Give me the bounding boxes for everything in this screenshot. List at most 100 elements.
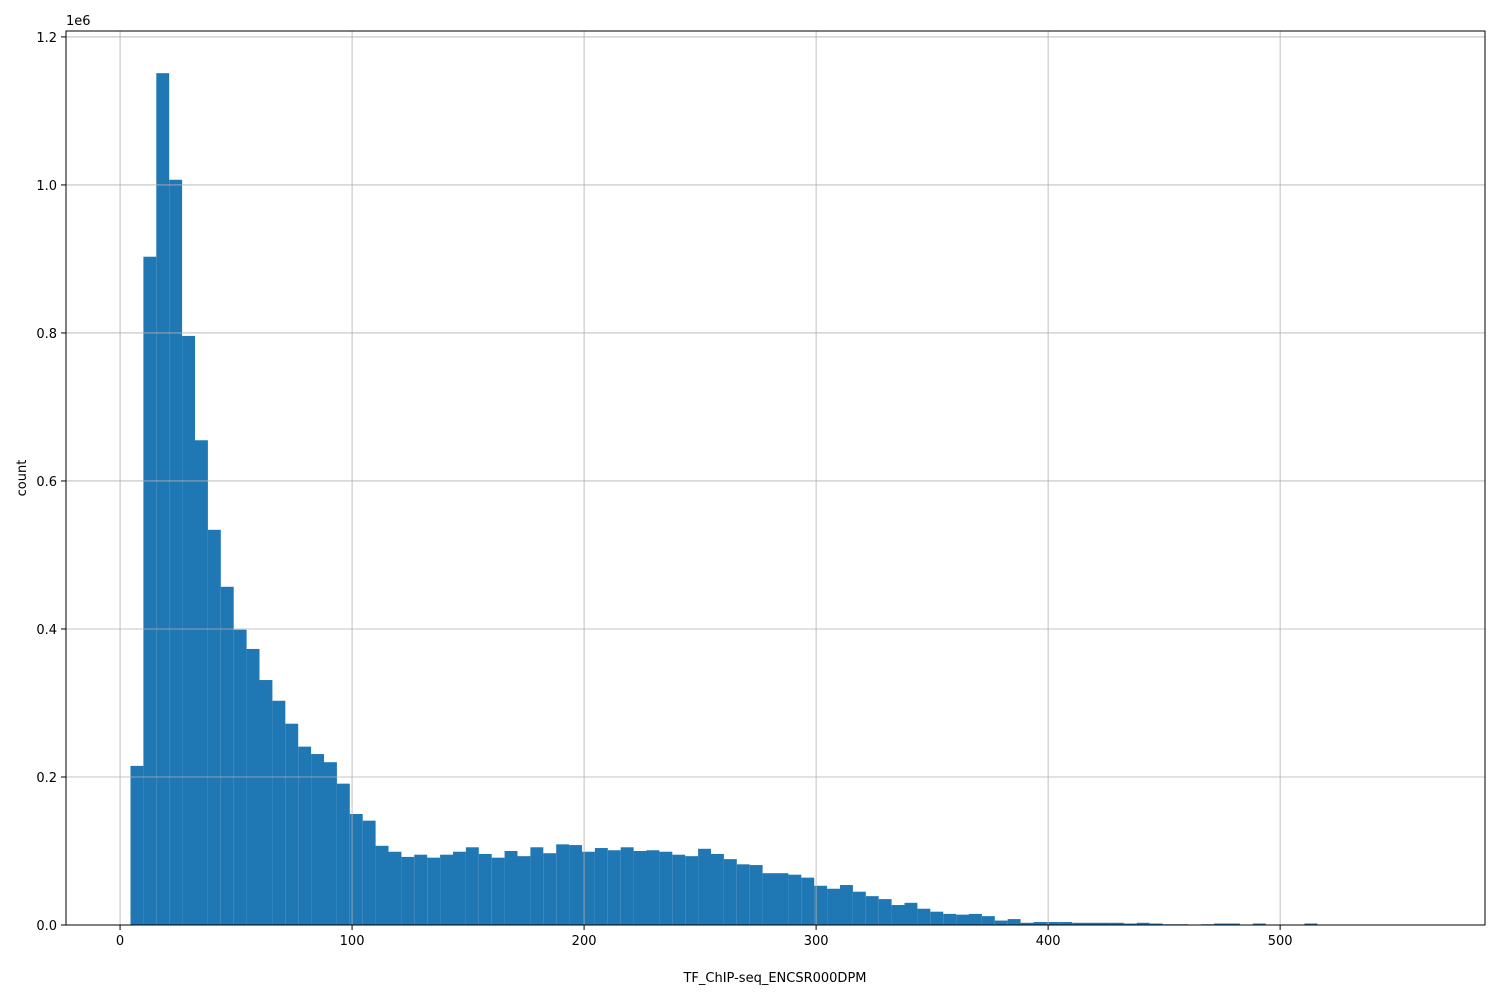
bar [414, 854, 428, 925]
x-tick-label: 0 [116, 934, 124, 949]
bar [156, 73, 170, 925]
bar [917, 908, 931, 925]
x-tick-label: 300 [804, 934, 829, 949]
bar [969, 913, 982, 925]
bar [659, 851, 673, 925]
bar [1020, 922, 1034, 925]
bar [840, 885, 853, 925]
bar [852, 891, 866, 925]
bar [1136, 922, 1150, 925]
bar [994, 920, 1008, 925]
bar [324, 762, 337, 925]
bar [130, 765, 144, 925]
bar [801, 877, 815, 925]
bar [736, 864, 750, 925]
bar [569, 845, 582, 925]
bar [827, 888, 840, 925]
bar [207, 529, 221, 925]
bar [891, 905, 905, 925]
bar [672, 854, 686, 925]
bar [685, 856, 699, 925]
bar [1098, 922, 1111, 925]
bar [762, 873, 776, 925]
bar [453, 851, 466, 925]
y-offset-label: 1e6 [66, 14, 91, 29]
bar [620, 847, 634, 925]
bar [1059, 922, 1073, 925]
x-axis-label: TF_ChIP-seq_ENCSR000DPM [682, 971, 866, 986]
bar [633, 850, 647, 925]
x-tick-label: 400 [1036, 934, 1061, 949]
bar [1304, 923, 1318, 925]
bar [491, 857, 505, 925]
bar [530, 847, 544, 925]
bar [349, 813, 363, 925]
bar [1007, 919, 1021, 925]
bar [427, 857, 441, 925]
bar [478, 853, 492, 925]
bar [375, 845, 389, 925]
bar [865, 896, 879, 925]
bar [1110, 922, 1124, 925]
bar [401, 856, 415, 925]
bar [143, 256, 157, 925]
y-tick-label: 0.4 [36, 623, 57, 638]
bar [981, 916, 995, 925]
bar [336, 783, 350, 925]
bar [285, 723, 299, 925]
y-tick-label: 0.6 [36, 475, 57, 490]
bar [1149, 923, 1163, 925]
bar [1085, 922, 1098, 925]
bar [878, 899, 892, 925]
bar [582, 851, 595, 925]
y-tick-label: 1.2 [36, 31, 57, 46]
bar [1046, 922, 1060, 925]
bar [1123, 923, 1137, 925]
bar [504, 850, 518, 925]
bar [220, 586, 234, 925]
bar [543, 853, 557, 925]
bar [311, 754, 324, 925]
x-tick-label: 500 [1268, 934, 1293, 949]
bar [195, 440, 208, 925]
y-tick-label: 0.8 [36, 327, 57, 342]
y-tick-label: 0.2 [36, 771, 57, 786]
bar [1252, 923, 1266, 925]
bar [246, 648, 260, 925]
bar [723, 859, 737, 925]
bar [465, 847, 479, 925]
bar [169, 179, 183, 926]
bar [607, 850, 621, 925]
bar [1227, 923, 1240, 925]
bar [556, 844, 570, 925]
plot-frame [65, 30, 1486, 926]
bar [956, 914, 969, 925]
bar [1072, 922, 1086, 925]
bar [814, 885, 828, 925]
y-tick-label: 0.0 [36, 919, 57, 934]
bar [646, 850, 660, 925]
y-axis-label: count [15, 460, 30, 497]
bar [698, 848, 711, 925]
bar [1033, 922, 1047, 925]
bar [904, 902, 918, 925]
bar [182, 335, 195, 925]
x-tick-label: 200 [572, 934, 597, 949]
bar [775, 873, 789, 925]
bar [272, 700, 286, 925]
bar [362, 820, 376, 925]
bar [1214, 923, 1227, 925]
bar [788, 874, 802, 925]
bar [594, 848, 608, 925]
y-tick-label: 1.0 [36, 179, 57, 194]
bar [298, 746, 312, 925]
bar [749, 865, 763, 925]
bar [930, 911, 944, 925]
bar [388, 851, 402, 925]
bar [259, 680, 273, 925]
bar [711, 853, 724, 925]
bar [517, 856, 531, 925]
bar [440, 854, 453, 925]
x-tick-label: 100 [340, 934, 365, 949]
